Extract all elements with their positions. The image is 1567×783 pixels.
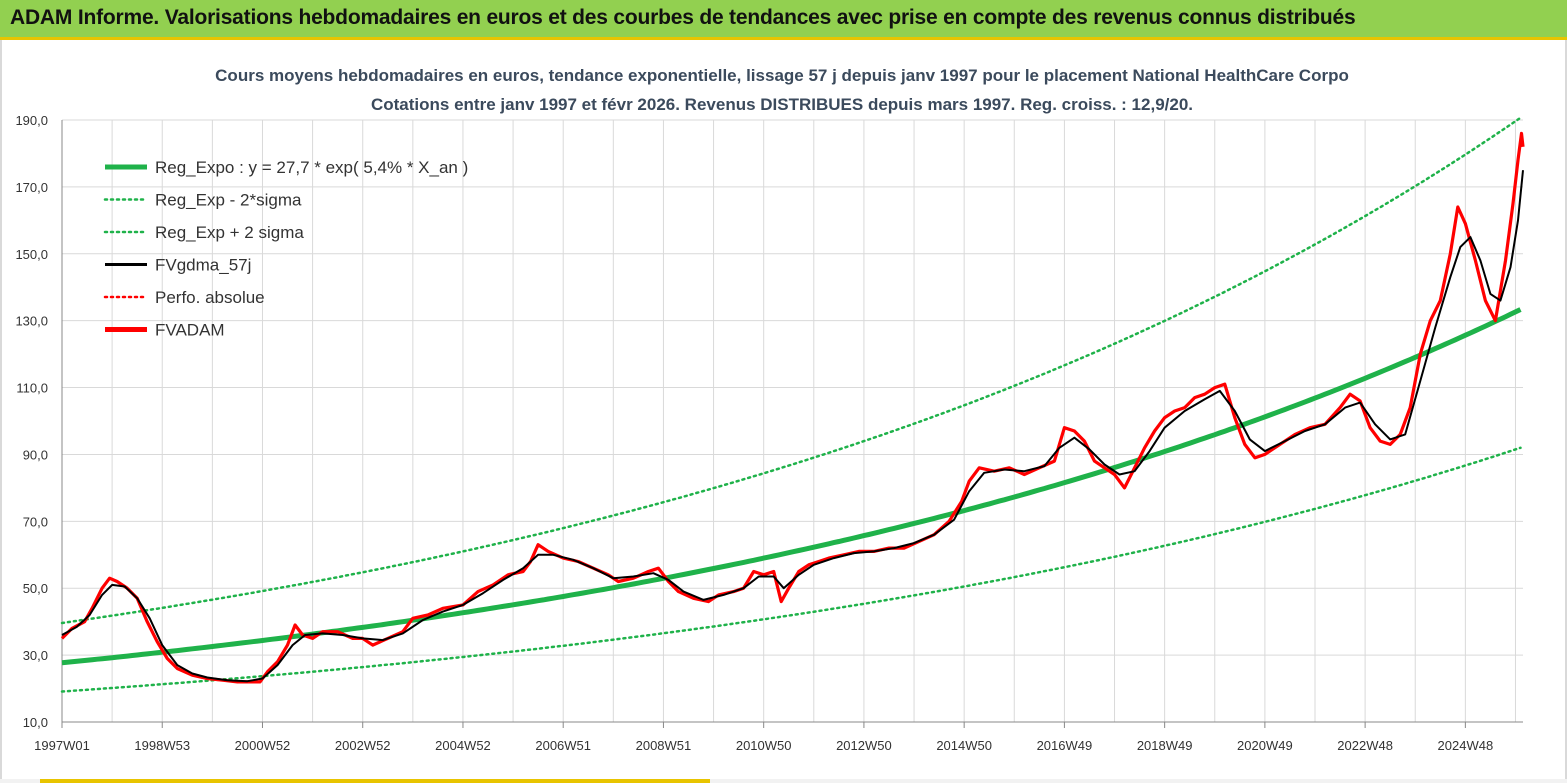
x-tick-label: 2024W48 — [1438, 738, 1494, 753]
x-tick-label: 1998W53 — [134, 738, 190, 753]
legend-label: Reg_Expo : y = 27,7 * exp( 5,4% * X_an ) — [155, 158, 468, 177]
footer-accent — [40, 779, 710, 783]
y-tick-label: 90,0 — [23, 447, 48, 462]
y-tick-label: 130,0 — [15, 314, 48, 329]
legend: Reg_Expo : y = 27,7 * exp( 5,4% * X_an )… — [103, 158, 468, 340]
axes: 10,0 30,0 50,0 70,0 90,0 110,0 130,0 150,0 170,0… — [15, 113, 1523, 753]
x-tick-label: 2006W51 — [535, 738, 591, 753]
chart-subtitle: Cotations entre janv 1997 et févr 2026. … — [371, 95, 1193, 114]
x-tick-label: 2014W50 — [936, 738, 992, 753]
chart-background — [2, 40, 1565, 779]
legend-label: Perfo. absolue — [155, 288, 265, 307]
x-tick-label: 2000W52 — [235, 738, 291, 753]
x-tick-label: 2010W50 — [736, 738, 792, 753]
line-chart: Cours moyens hebdomadaires en euros, ten… — [2, 40, 1565, 779]
report-header: ADAM Informe. Valorisations hebdomadaire… — [0, 0, 1567, 40]
x-tick-label: 2020W49 — [1237, 738, 1293, 753]
y-tick-label: 190,0 — [15, 113, 48, 128]
x-tick-label: 2016W49 — [1037, 738, 1093, 753]
y-tick-label: 150,0 — [15, 247, 48, 262]
legend-label: FVADAM — [155, 321, 225, 340]
footer-strip — [0, 779, 1567, 783]
x-tick-label: 2018W49 — [1137, 738, 1193, 753]
x-tick-label: 1997W01 — [34, 738, 90, 753]
legend-label: FVgdma_57j — [155, 256, 251, 275]
y-tick-label: 30,0 — [23, 648, 48, 663]
grid-lines — [61, 119, 1523, 723]
y-tick-label: 110,0 — [16, 381, 48, 396]
chart-title: Cours moyens hebdomadaires en euros, ten… — [215, 66, 1349, 85]
legend-label: Reg_Exp - 2*sigma — [155, 191, 302, 210]
chart-area: Cours moyens hebdomadaires en euros, ten… — [0, 40, 1567, 783]
x-tick-label: 2022W48 — [1337, 738, 1393, 753]
reg-exp-plus-2-sigma-line — [60, 116, 1522, 625]
series-lines — [60, 116, 1525, 693]
x-tick-label: 2008W51 — [636, 738, 692, 753]
fvadam-line — [60, 131, 1525, 684]
reg-exp-minus-2-sigma-line — [60, 446, 1522, 693]
y-tick-label: 50,0 — [23, 581, 48, 596]
report-title: ADAM Informe. Valorisations hebdomadaire… — [10, 6, 1356, 29]
fvgdma-57j-line — [61, 170, 1524, 683]
x-tick-label: 2002W52 — [335, 738, 391, 753]
x-tick-label: 2012W50 — [836, 738, 892, 753]
y-tick-label: 170,0 — [15, 180, 48, 195]
y-tick-label: 10,0 — [23, 715, 48, 730]
x-tick-label: 2004W52 — [435, 738, 491, 753]
legend-label: Reg_Exp + 2 sigma — [155, 223, 304, 242]
y-tick-label: 70,0 — [23, 514, 48, 529]
